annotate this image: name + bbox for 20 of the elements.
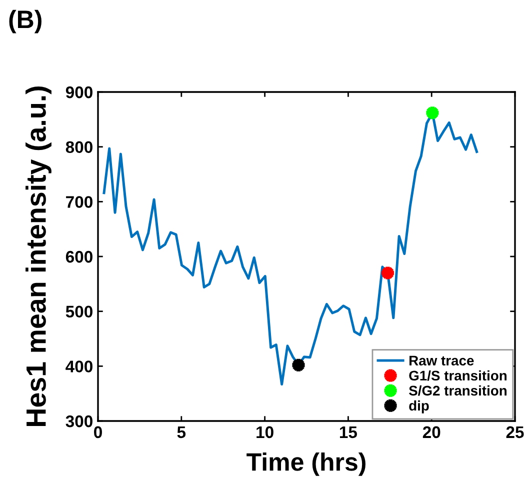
x-tick-label: 20 xyxy=(422,426,440,438)
y-tick-label: 700 xyxy=(66,196,92,208)
y-tick-label: 300 xyxy=(66,415,92,428)
y-tick-label: 400 xyxy=(66,360,92,372)
y-tick-label: 500 xyxy=(66,306,92,318)
x-tick-label: 15 xyxy=(340,426,358,438)
x-tick-label: 10 xyxy=(256,426,274,438)
chart-title: (B) xyxy=(9,10,42,34)
y-axis-title: Hes1 mean intensity (a.u.) xyxy=(26,86,52,426)
legend-label: S/G2 transition xyxy=(408,385,507,396)
x-axis-title: Time (hrs) xyxy=(246,452,366,476)
x-tick-label: 0 xyxy=(94,426,102,438)
x-tick-label: 5 xyxy=(177,426,186,438)
legend-label: Raw trace xyxy=(410,356,474,366)
legend-label: G1/S transition xyxy=(409,370,507,381)
legend-label: dip xyxy=(409,400,429,414)
y-tick-label: 800 xyxy=(66,141,92,154)
y-tick-label: 900 xyxy=(66,86,92,98)
x-tick-label: 25 xyxy=(506,426,524,438)
y-tick-label: 600 xyxy=(66,250,92,263)
